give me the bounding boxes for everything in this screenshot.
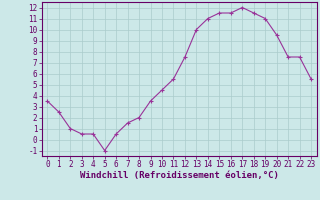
X-axis label: Windchill (Refroidissement éolien,°C): Windchill (Refroidissement éolien,°C) <box>80 171 279 180</box>
